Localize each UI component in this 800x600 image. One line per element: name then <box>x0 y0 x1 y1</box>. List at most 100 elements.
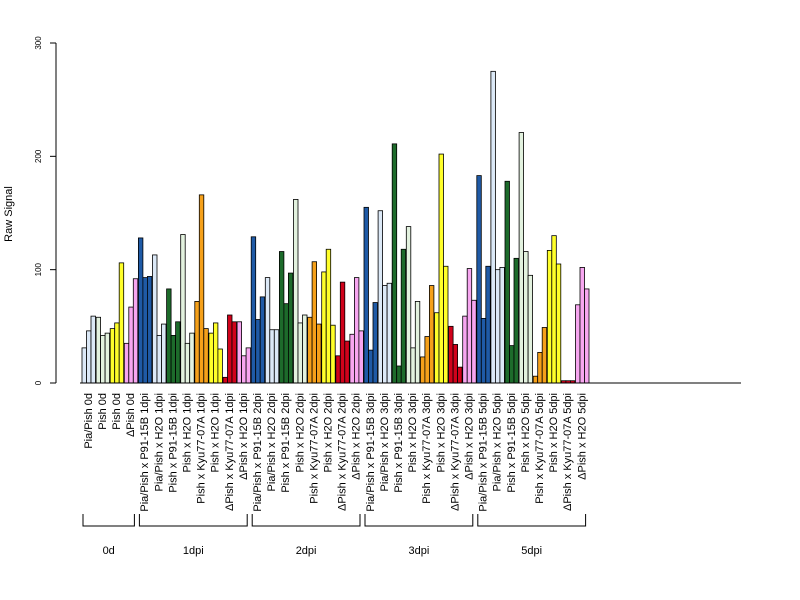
bar <box>428 285 435 384</box>
bar <box>198 194 205 384</box>
bar <box>175 321 181 384</box>
x-tick-label: Pia/Pish x H2O 3dpi <box>379 393 391 491</box>
y-tick-label: 300 <box>34 36 43 50</box>
x-tick-label: Pish x P91-15B 2dpi <box>280 393 292 493</box>
bar <box>100 334 106 384</box>
bar <box>457 366 463 384</box>
bar <box>316 323 322 384</box>
bar <box>90 315 96 384</box>
bar <box>494 269 501 384</box>
group-label: 0d <box>103 545 115 557</box>
bar <box>353 277 360 384</box>
bar <box>523 251 529 384</box>
bar <box>480 317 487 384</box>
bar <box>307 316 313 384</box>
y-tick-label: 100 <box>34 262 43 276</box>
x-tick-label: Pish x Kyu77-07A 2dpi <box>308 393 320 504</box>
bar <box>434 312 440 384</box>
x-tick-label: Pish x H2O 1dpi <box>210 393 222 472</box>
bar <box>382 285 388 384</box>
x-tick-label: Pish x H2O 2dpi <box>322 393 334 472</box>
x-tick-label: Pia/Pish x P91-15B 3dpi <box>365 393 377 512</box>
bar <box>137 237 144 384</box>
bar <box>297 322 303 384</box>
x-tick-label: Pish x P91-15B 5dpi <box>506 393 518 493</box>
bar <box>335 355 341 384</box>
x-tick-label: Pish x H2O 3dpi <box>435 393 447 472</box>
bar <box>424 336 430 384</box>
group-label: 3dpi <box>409 545 430 557</box>
bar <box>443 265 449 384</box>
group-label: 5dpi <box>521 545 542 557</box>
group-bracket <box>138 514 248 527</box>
bar <box>414 300 421 384</box>
bar <box>555 263 562 384</box>
bar <box>208 332 214 384</box>
bar <box>537 351 543 384</box>
x-tick-label: Pia/Pish x P91-15B 5dpi <box>478 393 490 512</box>
x-tick-label: ΔPish x H2O 3dpi <box>463 393 475 480</box>
bar <box>438 153 444 384</box>
bar <box>344 340 350 384</box>
bar <box>114 322 120 384</box>
x-tick-label: ΔPish x Kyu77-07A 3dpi <box>449 393 461 511</box>
x-tick-label: ΔPish x H2O 2dpi <box>351 393 363 480</box>
bar <box>546 249 553 384</box>
x-tick-label: ΔPish x Kyu77-07A 5dpi <box>562 393 574 511</box>
group-label: 1dpi <box>183 545 204 557</box>
x-tick-labels: Pia/Pish 0d Pish 0d Pish 0d ΔPish 0d Pia/Pis… <box>83 393 589 512</box>
bar <box>227 314 233 384</box>
x-tick-label: Pia/Pish x P91-15B 1dpi <box>139 393 151 512</box>
bar <box>462 315 468 384</box>
group-bracket <box>82 514 135 527</box>
bar <box>527 274 533 384</box>
group-label: 2dpi <box>296 545 317 557</box>
bar <box>236 321 243 384</box>
group-bracket <box>364 514 474 527</box>
bar <box>245 347 252 384</box>
bar <box>273 329 280 384</box>
bar <box>194 300 200 384</box>
x-tick-label: Pia/Pish 0d <box>83 393 95 449</box>
bar <box>269 329 275 384</box>
bar <box>339 281 346 384</box>
bar <box>128 306 134 384</box>
x-tick-label: Pia/Pish x H2O 1dpi <box>153 393 165 491</box>
bar <box>330 324 336 384</box>
x-tick-label: ΔPish x Kyu77-07A 1dpi <box>224 393 236 511</box>
bar <box>152 254 158 384</box>
x-tick-label: Pish x Kyu77-07A 1dpi <box>196 393 208 504</box>
bar <box>363 206 369 384</box>
bar <box>471 299 477 384</box>
bar <box>132 278 139 384</box>
bar <box>189 332 195 384</box>
bar <box>311 261 318 384</box>
bar <box>400 248 407 384</box>
bar <box>161 323 167 384</box>
bar <box>386 282 393 384</box>
bar <box>504 180 510 384</box>
bar <box>222 376 228 384</box>
x-tick-label: Pish 0d <box>97 393 109 430</box>
bar <box>118 262 125 384</box>
bar <box>264 277 271 384</box>
bar <box>212 322 219 384</box>
y-axis: 0 100 200 300 <box>34 36 57 385</box>
x-tick-label: ΔPish x H2O 5dpi <box>576 393 588 480</box>
x-tick-label: Pish x Kyu77-07A 3dpi <box>421 393 433 504</box>
x-tick-label: Pia/Pish x H2O 5dpi <box>492 393 504 491</box>
bar <box>184 342 191 384</box>
group-bracket <box>477 514 587 527</box>
bar <box>396 365 402 384</box>
bar <box>584 288 590 384</box>
x-tick-label: Pish x P91-15B 3dpi <box>393 393 405 493</box>
group-brackets: 0d 1dpi 2dpi 3dpi 5dpi <box>82 514 587 557</box>
bar <box>231 321 237 384</box>
bar <box>405 226 412 384</box>
bar <box>95 316 101 384</box>
bar <box>170 334 177 384</box>
bar <box>302 314 308 384</box>
bar <box>419 356 426 384</box>
bar <box>532 375 539 384</box>
bar <box>180 234 186 384</box>
